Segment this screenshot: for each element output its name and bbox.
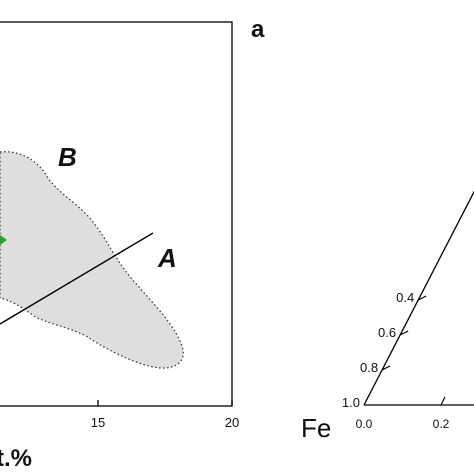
region-a-line xyxy=(0,232,154,325)
x-axis-ticks: 15 20 xyxy=(91,400,239,430)
tern-left-tick-label-0.6: 0.6 xyxy=(378,325,396,340)
right-panel: a 1.0 0.8 0.6 0.4 0.0 0.2 Fe xyxy=(251,16,474,443)
plot-frame xyxy=(0,21,233,407)
x-axis-title: t.% xyxy=(0,445,32,472)
tern-left-tick-label-0.4: 0.4 xyxy=(396,290,414,305)
x-tick-label-20: 20 xyxy=(225,415,239,430)
green-marker xyxy=(0,235,7,245)
vertex-label-fe: Fe xyxy=(301,413,331,443)
tern-left-tick-mark-0.8 xyxy=(381,365,391,371)
region-label-a: A xyxy=(157,243,177,273)
region-b-field xyxy=(0,151,184,369)
ternary-left-edge xyxy=(363,190,474,406)
x-tick-label-15: 15 xyxy=(91,415,105,430)
ternary-bottom-edge-ticks: 0.0 0.2 xyxy=(356,396,450,431)
tern-bottom-tick-label-0.2: 0.2 xyxy=(433,417,450,431)
ternary-left-edge-ticks: 1.0 0.8 0.6 0.4 xyxy=(342,290,427,410)
region-label-b: B xyxy=(58,142,77,172)
tern-bottom-tick-label-0.0: 0.0 xyxy=(356,417,373,431)
tern-left-tick-mark-0.4 xyxy=(417,295,427,301)
tern-bottom-tick-mark-0.2 xyxy=(440,396,446,406)
tern-left-tick-label-1.0: 1.0 xyxy=(342,395,360,410)
tern-left-tick-label-0.8: 0.8 xyxy=(360,360,378,375)
panel-label-a: a xyxy=(251,16,265,43)
tern-left-tick-mark-0.6 xyxy=(399,330,409,336)
